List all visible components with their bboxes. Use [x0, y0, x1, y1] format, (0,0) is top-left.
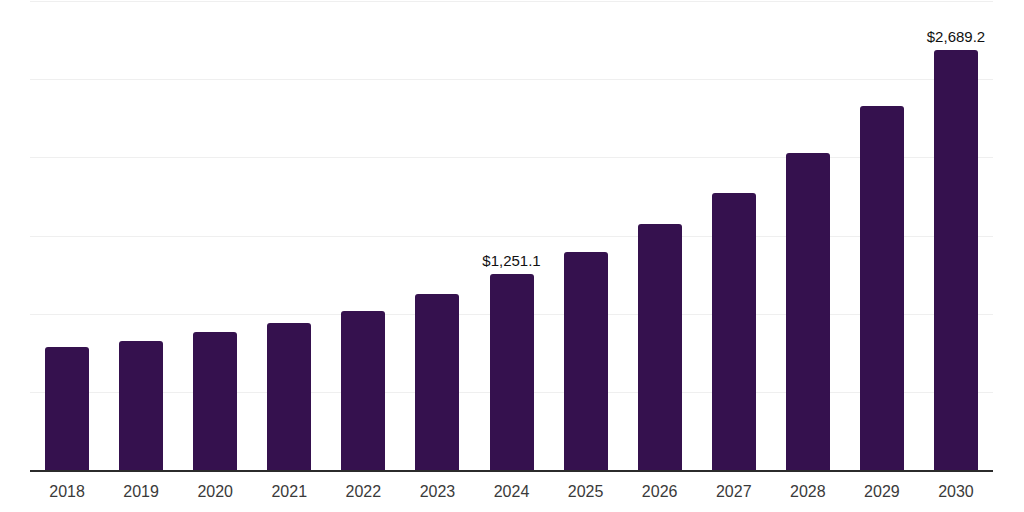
bar: [786, 153, 830, 470]
bar-group-2030: $2,689.2: [919, 1, 993, 470]
bar: [712, 193, 756, 470]
bar-group-2028: [771, 1, 845, 470]
x-tick-label: 2025: [549, 484, 623, 500]
bar-group-2026: [623, 1, 697, 470]
bar-group-2022: [326, 1, 400, 470]
x-tick-label: 2018: [30, 484, 104, 500]
x-tick-label: 2029: [845, 484, 919, 500]
bar: [415, 294, 459, 470]
bar-chart: $1,251.1$2,689.2 20182019202020212022202…: [0, 0, 1024, 512]
bar: [490, 274, 534, 470]
x-tick-label: 2021: [252, 484, 326, 500]
bar-group-2027: [697, 1, 771, 470]
bars-row: $1,251.1 $2,689.2: [30, 1, 993, 470]
x-axis-tick-labels: 2018201920202021202220232024202520262027…: [30, 484, 993, 500]
bar-group-2023: [400, 1, 474, 470]
x-tick-label: 2030: [919, 484, 993, 500]
x-tick-label: 2023: [400, 484, 474, 500]
bar-value-label: $1,251.1: [482, 253, 540, 268]
bar-group-2019: [104, 1, 178, 470]
bar-group-2020: [178, 1, 252, 470]
bar-group-2025: [549, 1, 623, 470]
bar: [564, 252, 608, 470]
x-tick-label: 2028: [771, 484, 845, 500]
bar-value-label: $2,689.2: [927, 29, 985, 44]
x-tick-label: 2027: [697, 484, 771, 500]
bar: [860, 106, 904, 470]
bar: [267, 323, 311, 470]
bar: [934, 50, 978, 470]
bar: [193, 332, 237, 470]
x-tick-label: 2020: [178, 484, 252, 500]
x-axis-line: [30, 470, 993, 472]
x-tick-label: 2019: [104, 484, 178, 500]
x-tick-label: 2026: [623, 484, 697, 500]
bar: [638, 224, 682, 470]
plot-area: $1,251.1 $2,689.2: [30, 1, 993, 470]
bar-group-2018: [30, 1, 104, 470]
bar: [119, 341, 163, 470]
bar-group-2024: $1,251.1: [474, 1, 548, 470]
x-tick-label: 2022: [326, 484, 400, 500]
bar: [341, 311, 385, 470]
bar-group-2029: [845, 1, 919, 470]
bar: [45, 347, 89, 470]
bar-group-2021: [252, 1, 326, 470]
x-tick-label: 2024: [474, 484, 548, 500]
